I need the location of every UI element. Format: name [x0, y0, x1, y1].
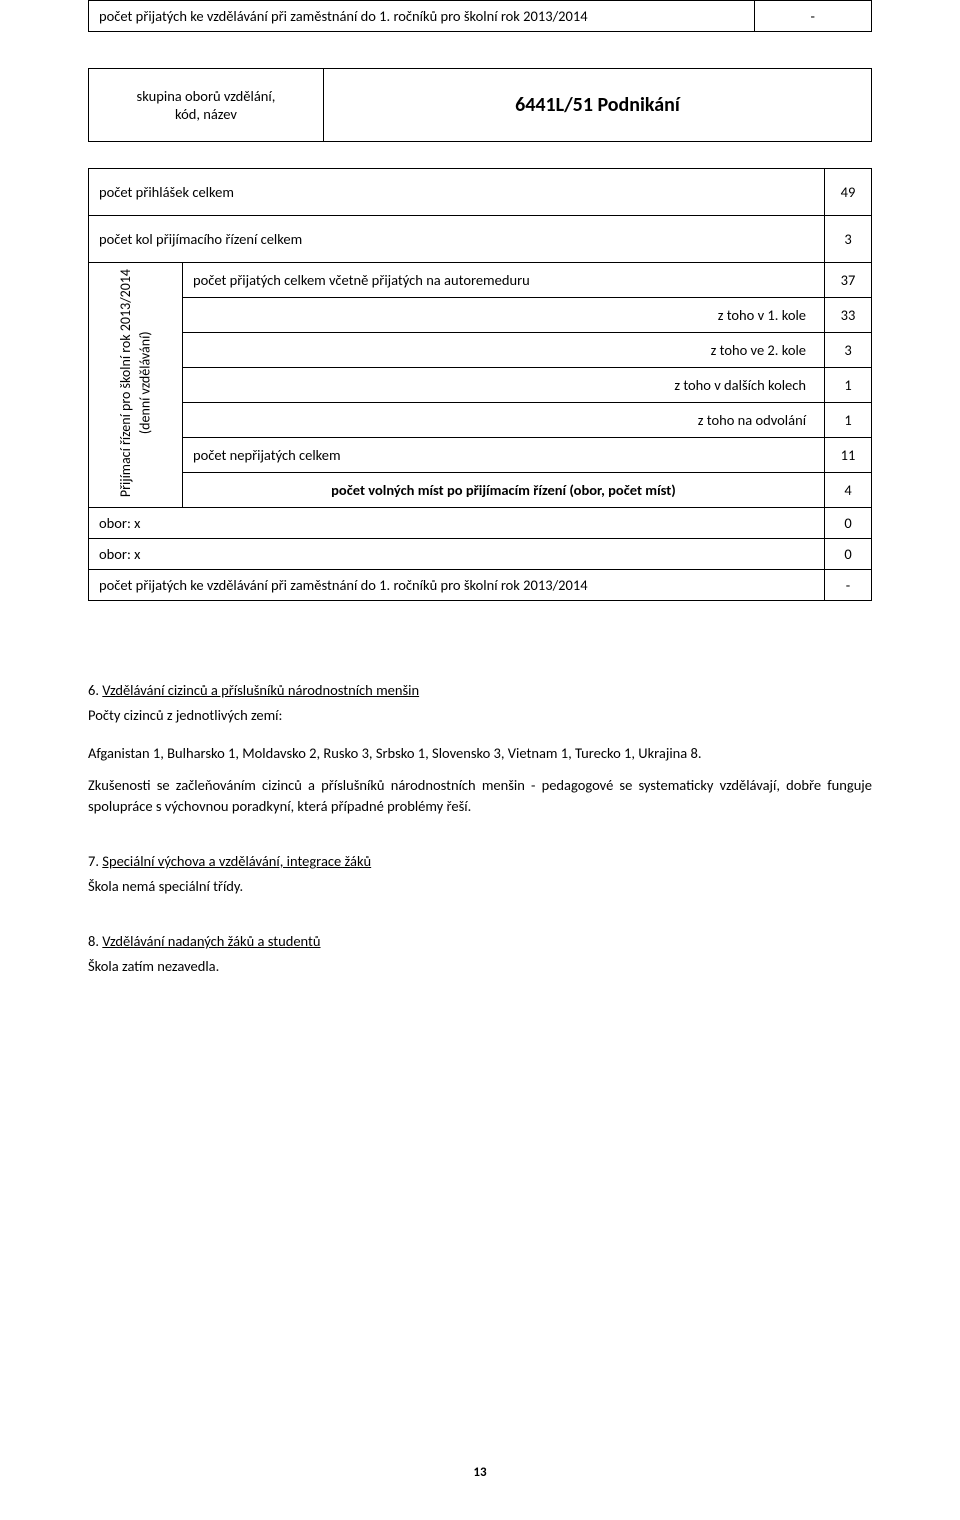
table-row: počet přijatých ke vzdělávání při zaměst…: [89, 570, 872, 601]
section-8: 8. Vzdělávání nadaných žáků a studentů Š…: [88, 932, 872, 978]
row-label: z toho v dalších kolech: [182, 368, 824, 403]
table-row: z toho v dalších kolech1: [89, 368, 872, 403]
row-value: 3: [825, 216, 872, 263]
top-prev-table: počet přijatých ke vzdělávání při zaměst…: [88, 0, 872, 32]
row-value: 4: [825, 473, 872, 508]
row-value: 0: [825, 508, 872, 539]
row-label: z toho ve 2. kole: [182, 333, 824, 368]
bottom-row-label: počet přijatých ke vzdělávání při zaměst…: [89, 570, 825, 601]
row-label: počet přijatých celkem včetně přijatých …: [182, 263, 824, 298]
section6-p1: Afganistan 1, Bulharsko 1, Moldavsko 2, …: [88, 743, 872, 765]
row-value: 11: [825, 438, 872, 473]
table-row: obor: x0: [89, 508, 872, 539]
row-label: obor: x: [89, 539, 825, 570]
vertical-label-text: Přijímací řízení pro školní rok 2013/201…: [116, 263, 155, 503]
row-label: z toho na odvolání: [182, 403, 824, 438]
top-row-value: -: [754, 1, 871, 32]
row-label: počet přihlášek celkem: [89, 169, 825, 216]
row-value: 49: [825, 169, 872, 216]
program-name: 6441L/51 Podnikání: [323, 69, 871, 142]
row-label: počet nepřijatých celkem: [182, 438, 824, 473]
bottom-row-value: -: [825, 570, 872, 601]
row-value: 33: [825, 298, 872, 333]
row-label: z toho v 1. kole: [182, 298, 824, 333]
section8-line1: Škola zatím nezavedla.: [88, 956, 872, 978]
table-row: počet volných míst po přijímacím řízení …: [89, 473, 872, 508]
program-header-table: skupina oborů vzdělání, kód, název 6441L…: [88, 68, 872, 142]
table-row: počet přihlášek celkem49: [89, 169, 872, 216]
section-6: 6. Vzdělávání cizinců a příslušníků náro…: [88, 681, 872, 818]
row-label: počet kol přijímacího řízení celkem: [89, 216, 825, 263]
table-row: obor: x0: [89, 539, 872, 570]
section6-p2: Zkušenosti se začleňováním cizinců a pří…: [88, 775, 872, 819]
row-value: 1: [825, 403, 872, 438]
table-row: z toho ve 2. kole3: [89, 333, 872, 368]
table-row: Přijímací řízení pro školní rok 2013/201…: [89, 263, 872, 298]
row-value: 37: [825, 263, 872, 298]
row-value: 1: [825, 368, 872, 403]
table-row: z toho na odvolání1: [89, 403, 872, 438]
table-row: z toho v 1. kole33: [89, 298, 872, 333]
row-value: 0: [825, 539, 872, 570]
table-row: počet kol přijímacího řízení celkem3: [89, 216, 872, 263]
section-7: 7. Speciální výchova a vzdělávání, integ…: [88, 852, 872, 898]
table-row: počet nepřijatých celkem11: [89, 438, 872, 473]
section7-line1: Škola nemá speciální třídy.: [88, 876, 872, 898]
admissions-data-table: počet přihlášek celkem49počet kol přijím…: [88, 168, 872, 601]
row-label: obor: x: [89, 508, 825, 539]
program-group-label: skupina oborů vzdělání, kód, název: [89, 69, 324, 142]
top-row-label: počet přijatých ke vzdělávání při zaměst…: [89, 1, 755, 32]
page-number: 13: [0, 1465, 960, 1480]
section7-title: 7. Speciální výchova a vzdělávání, integ…: [88, 852, 872, 870]
vertical-label-cell: Přijímací řízení pro školní rok 2013/201…: [89, 263, 183, 508]
row-label: počet volných míst po přijímacím řízení …: [182, 473, 824, 508]
section6-line1: Počty cizinců z jednotlivých zemí:: [88, 705, 872, 727]
section6-title: 6. Vzdělávání cizinců a příslušníků náro…: [88, 681, 872, 699]
section8-title: 8. Vzdělávání nadaných žáků a studentů: [88, 932, 872, 950]
row-value: 3: [825, 333, 872, 368]
